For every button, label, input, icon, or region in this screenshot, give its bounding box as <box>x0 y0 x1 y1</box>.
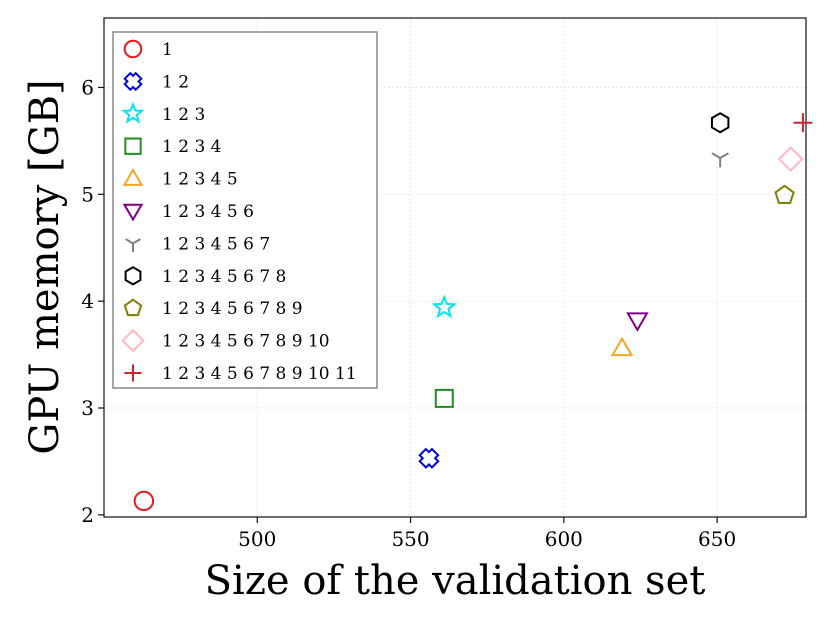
x-cross-marker-shape <box>418 447 440 469</box>
legend-marker-star <box>121 101 145 124</box>
data-point-x-cross <box>418 447 440 469</box>
legend-label: 1 2 3 4 5 6 7 8 <box>162 267 286 287</box>
legend-label: 1 2 3 <box>162 105 205 125</box>
square-marker-shape <box>434 388 454 408</box>
x-tick-label: 500 <box>238 527 276 551</box>
y-tick-label: 3 <box>81 396 94 420</box>
triangle-down-marker-shape <box>626 312 649 332</box>
legend-label: 1 2 3 4 5 6 7 8 9 10 11 <box>162 364 357 384</box>
legend-label: 1 2 3 4 5 6 7 8 9 10 <box>162 332 330 352</box>
diamond-marker-shape <box>121 328 145 353</box>
triangle-up-marker-shape <box>610 336 634 357</box>
plot-frame <box>103 17 807 518</box>
legend-label: 1 2 3 4 5 <box>162 170 238 190</box>
data-point-triangle-down <box>626 312 649 332</box>
tri-arm <box>132 238 141 245</box>
hexagon-marker-shape <box>124 266 142 286</box>
points-layer <box>133 112 813 512</box>
hexagon-marker-shape <box>710 112 730 134</box>
legend-label: 1 2 3 4 5 6 <box>162 202 254 222</box>
legend-label: 1 <box>162 40 173 60</box>
circle-marker-shape <box>123 39 143 59</box>
diamond-marker-shape <box>777 146 804 172</box>
ticks-layer: 500 550 600 650 2 3 4 5 6 <box>81 75 736 551</box>
y-tick-label: 5 <box>81 182 94 206</box>
data-point-plus <box>793 113 813 133</box>
tri-arm <box>125 238 134 245</box>
data-point-diamond <box>777 146 804 172</box>
legend-marker-x-cross <box>123 71 143 92</box>
x-cross-marker-shape <box>123 71 143 92</box>
legend-marker-triangle-down <box>122 203 144 222</box>
legend-marker-tri-down <box>125 238 141 252</box>
x-tick-label: 600 <box>545 527 583 551</box>
triangle-up-marker-shape <box>122 168 144 186</box>
pentagon-marker-shape <box>774 184 795 205</box>
square-marker-shape <box>124 137 142 155</box>
y-axis-title: GPU memory [GB] <box>22 79 68 454</box>
data-point-hexagon <box>710 112 730 134</box>
star-marker-shape <box>431 294 457 319</box>
legend: 1 1 2 1 2 3 1 2 3 4 1 2 3 4 5 1 2 3 4 5 6 1 2 … <box>112 31 378 389</box>
x-axis-title: Size of the validation set <box>205 558 706 604</box>
tri-arm <box>719 152 729 159</box>
data-point-square <box>434 388 454 408</box>
data-point-star <box>431 294 457 319</box>
x-tick-label: 550 <box>391 527 429 551</box>
legend-label: 1 2 <box>162 72 189 92</box>
legend-label: 1 2 3 4 <box>162 137 221 157</box>
legend-label: 1 2 3 4 5 6 7 8 9 <box>162 299 303 319</box>
data-point-triangle-up <box>610 336 634 357</box>
y-tick-label: 4 <box>81 289 94 313</box>
legend-marker-pentagon <box>123 298 143 317</box>
star-marker-shape <box>121 101 145 124</box>
legend-marker-circle <box>123 39 143 59</box>
circle-marker-shape <box>133 490 155 512</box>
triangle-down-marker-shape <box>122 203 144 222</box>
legend-marker-plus <box>124 364 142 382</box>
pentagon-marker-shape <box>123 298 143 317</box>
tri-arm <box>711 152 721 159</box>
data-point-pentagon <box>774 184 795 205</box>
y-tick-label: 2 <box>81 503 94 527</box>
legend-marker-hexagon <box>124 266 142 286</box>
y-tick-label: 6 <box>81 75 94 99</box>
legend-label: 1 2 3 4 5 6 7 <box>162 234 270 254</box>
legend-marker-triangle-up <box>122 168 144 186</box>
legend-marker-square <box>124 137 142 155</box>
data-point-tri-down <box>711 152 729 168</box>
legend-marker-diamond <box>121 328 145 353</box>
x-tick-label: 650 <box>698 527 736 551</box>
data-point-circle <box>133 490 155 512</box>
legend-frame <box>112 31 378 389</box>
